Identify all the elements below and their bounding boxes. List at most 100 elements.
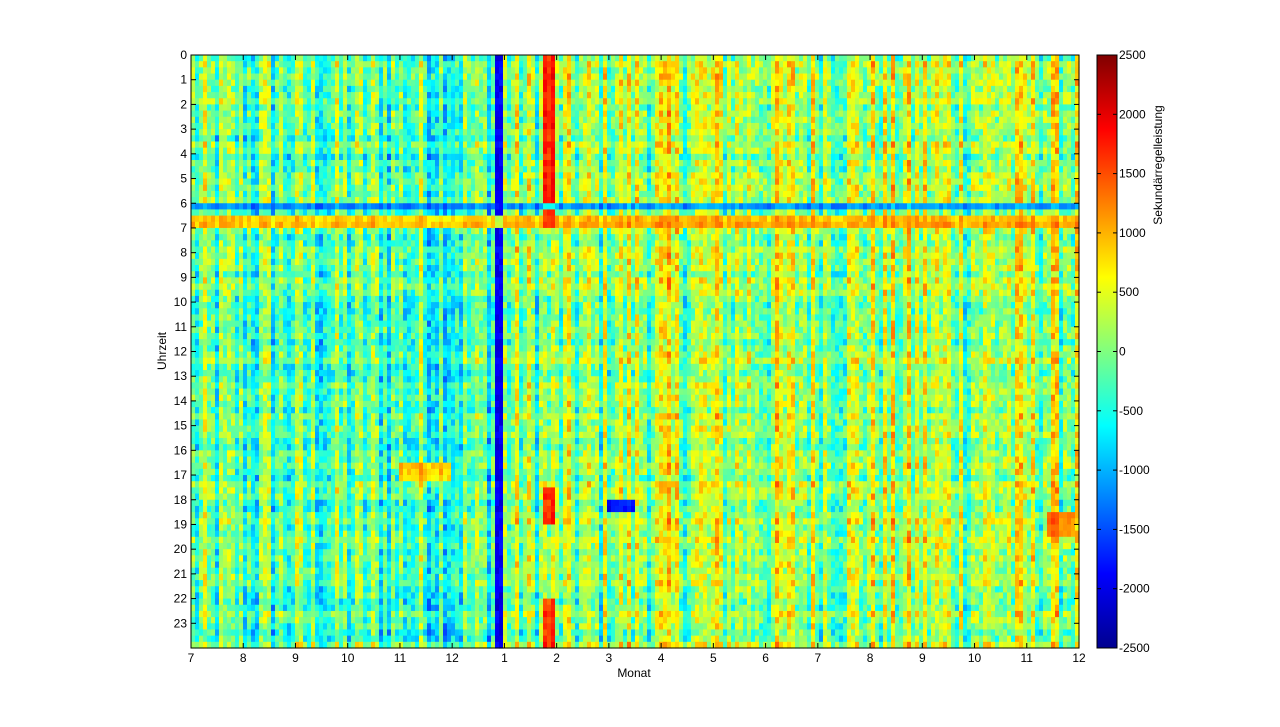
- heat-cell: [287, 641, 292, 649]
- heat-cell: [379, 110, 384, 118]
- heat-cell: [339, 363, 344, 371]
- heat-cell: [243, 580, 248, 587]
- heat-cell: [199, 129, 204, 136]
- heat-cell: [339, 623, 344, 631]
- heat-cell: [311, 561, 316, 569]
- heat-cell: [251, 388, 256, 396]
- heat-cell: [271, 197, 276, 204]
- heat-cell: [315, 227, 320, 235]
- heat-cell: [275, 190, 280, 198]
- heat-cell: [375, 197, 380, 204]
- heat-cell: [283, 314, 288, 322]
- heat-cell: [291, 104, 296, 112]
- heat-cell: [335, 598, 340, 606]
- heat-cell: [231, 561, 236, 569]
- heat-cell: [331, 623, 336, 631]
- heat-cell: [379, 419, 384, 427]
- heat-cell: [247, 61, 252, 68]
- heat-cell: [247, 462, 252, 470]
- heat-cell: [339, 635, 344, 643]
- heat-cell: [191, 92, 196, 99]
- heat-cell: [235, 487, 240, 495]
- heat-cell: [299, 493, 304, 501]
- heat-cell: [359, 98, 364, 106]
- heat-cell: [279, 104, 284, 112]
- heat-cell: [343, 592, 348, 600]
- heat-cell: [335, 295, 340, 303]
- heat-cell: [315, 413, 320, 421]
- heat-cell: [211, 240, 216, 248]
- heat-cell: [311, 413, 316, 421]
- heat-cell: [271, 110, 276, 118]
- heat-cell: [243, 122, 248, 130]
- heat-cell: [371, 629, 376, 637]
- heat-cell: [207, 160, 212, 167]
- heat-cell: [395, 153, 400, 161]
- heat-cell: [307, 444, 312, 451]
- heat-cell: [283, 419, 288, 427]
- heat-cell: [323, 530, 328, 538]
- heat-cell: [343, 363, 348, 371]
- heat-cell: [211, 104, 216, 112]
- heat-cell: [307, 67, 312, 75]
- heat-cell: [271, 116, 276, 124]
- heat-cell: [323, 431, 328, 439]
- heat-cell: [275, 184, 280, 192]
- heat-cell: [347, 271, 352, 278]
- heat-cell: [335, 85, 340, 93]
- heat-cell: [379, 604, 384, 612]
- heat-cell: [195, 308, 200, 316]
- heat-cell: [295, 388, 300, 396]
- heat-cell: [239, 110, 244, 118]
- heat-cell: [343, 431, 348, 439]
- heat-cell: [215, 586, 220, 594]
- heat-cell: [251, 475, 256, 482]
- heat-cell: [239, 184, 244, 192]
- heat-cell: [355, 129, 360, 136]
- heat-cell: [223, 252, 228, 260]
- heat-cell: [279, 295, 284, 303]
- heat-cell: [235, 419, 240, 427]
- heat-cell: [267, 122, 272, 130]
- heat-cell: [303, 258, 308, 266]
- heat-cell: [215, 530, 220, 538]
- heat-cell: [223, 641, 228, 649]
- heat-cell: [283, 382, 288, 390]
- heat-cell: [323, 92, 328, 99]
- heat-cell: [247, 536, 252, 544]
- heat-cell: [283, 240, 288, 248]
- heat-cell: [235, 629, 240, 637]
- heat-cell: [323, 518, 328, 526]
- heat-cell: [287, 444, 292, 451]
- heat-cell: [207, 79, 212, 87]
- heat-cell: [295, 295, 300, 303]
- heat-cell: [283, 394, 288, 402]
- heat-cell: [383, 573, 388, 581]
- heat-cell: [195, 456, 200, 464]
- heat-cell: [307, 425, 312, 433]
- heat-cell: [331, 549, 336, 556]
- heat-cell: [327, 493, 332, 501]
- heat-cell: [275, 456, 280, 464]
- heat-cell: [251, 345, 256, 353]
- heat-cell: [251, 536, 256, 544]
- heat-cell: [255, 586, 260, 594]
- heat-cell: [279, 289, 284, 297]
- heat-cell: [327, 147, 332, 155]
- heat-cell: [359, 320, 364, 328]
- heat-cell: [331, 227, 336, 235]
- heat-cell: [379, 512, 384, 519]
- heat-cell: [383, 604, 388, 612]
- heat-cell: [359, 573, 364, 581]
- heat-cell: [347, 85, 352, 93]
- heat-cell: [243, 172, 248, 180]
- heat-cell: [227, 413, 232, 421]
- heat-cell: [199, 314, 204, 322]
- heat-cell: [267, 129, 272, 136]
- heat-cell: [199, 468, 204, 476]
- heat-cell: [243, 129, 248, 136]
- heat-cell: [259, 419, 264, 427]
- heat-cell: [339, 592, 344, 600]
- heat-cell: [315, 394, 320, 402]
- heat-cell: [259, 98, 264, 106]
